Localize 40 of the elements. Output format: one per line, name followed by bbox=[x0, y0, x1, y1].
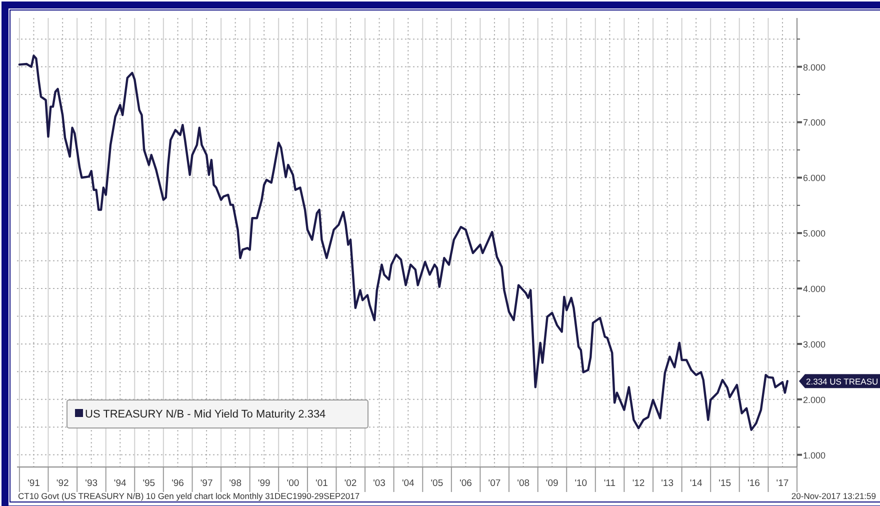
x-tick-label: '05 bbox=[430, 478, 444, 489]
x-tick-label: '11 bbox=[604, 478, 616, 489]
x-tick-label: '98 bbox=[229, 478, 242, 489]
y-tick-label: 8.000 bbox=[803, 62, 826, 72]
x-tick-label: '01 bbox=[316, 478, 328, 489]
y-tick-label: 2.000 bbox=[803, 394, 826, 405]
x-tick-label: '96 bbox=[172, 478, 184, 489]
x-tick-label: '00 bbox=[286, 478, 300, 489]
y-tick-label: 3.000 bbox=[803, 339, 826, 350]
x-tick-label: '91 bbox=[28, 478, 40, 489]
legend-label: US TREASURY N/B - Mid Yield To Maturity 2.334 bbox=[85, 408, 326, 420]
x-tick-label: '17 bbox=[776, 478, 789, 489]
x-tick-label: '99 bbox=[258, 478, 270, 489]
x-tick-label: '13 bbox=[661, 478, 674, 489]
x-tick-label: '16 bbox=[748, 478, 760, 489]
y-tick-label: 6.000 bbox=[803, 173, 826, 184]
text: CT10 Govt (US TREASURY N/B) 10 Gen yeld chart lock Monthly 31DEC1990-29SEP2017 bbox=[18, 491, 360, 501]
x-tick-label: '02 bbox=[344, 478, 357, 489]
x-tick-label: '03 bbox=[373, 478, 386, 489]
x-tick-label: '14 bbox=[690, 478, 702, 489]
x-tick-label: '12 bbox=[632, 478, 645, 489]
x-tick-label: '94 bbox=[114, 478, 126, 489]
x-tick-label: '10 bbox=[574, 478, 588, 489]
x-tick-label: '09 bbox=[546, 478, 558, 489]
x-tick-label: '97 bbox=[200, 478, 213, 489]
x-tick-label: '06 bbox=[460, 478, 472, 489]
text: 20-Nov-2017 13:21:59 bbox=[791, 491, 876, 501]
x-tick-label: '95 bbox=[142, 478, 156, 489]
x-tick-label: '93 bbox=[85, 478, 98, 489]
x-tick-label: '92 bbox=[56, 478, 69, 489]
y-tick-label: 5.000 bbox=[803, 228, 826, 239]
x-tick-label: '15 bbox=[718, 478, 732, 489]
x-tick-label: '07 bbox=[488, 478, 501, 489]
x-tick-label: '04 bbox=[402, 478, 414, 489]
text: 2.334 US TREASU bbox=[806, 376, 878, 387]
line-series bbox=[18, 54, 788, 431]
y-tick-label: 1.000 bbox=[803, 450, 826, 460]
y-tick-label: 4.000 bbox=[803, 284, 826, 294]
y-tick-label: 7.000 bbox=[803, 118, 826, 128]
x-tick-label: '08 bbox=[517, 478, 530, 489]
